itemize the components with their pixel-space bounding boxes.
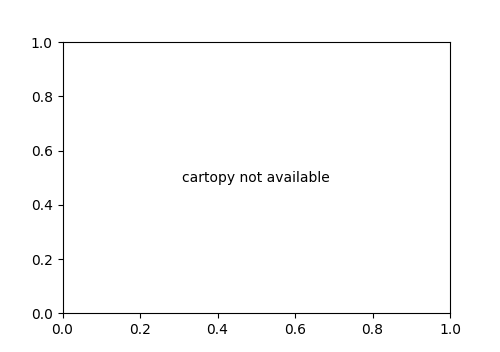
- Text: cartopy not available: cartopy not available: [182, 171, 330, 185]
